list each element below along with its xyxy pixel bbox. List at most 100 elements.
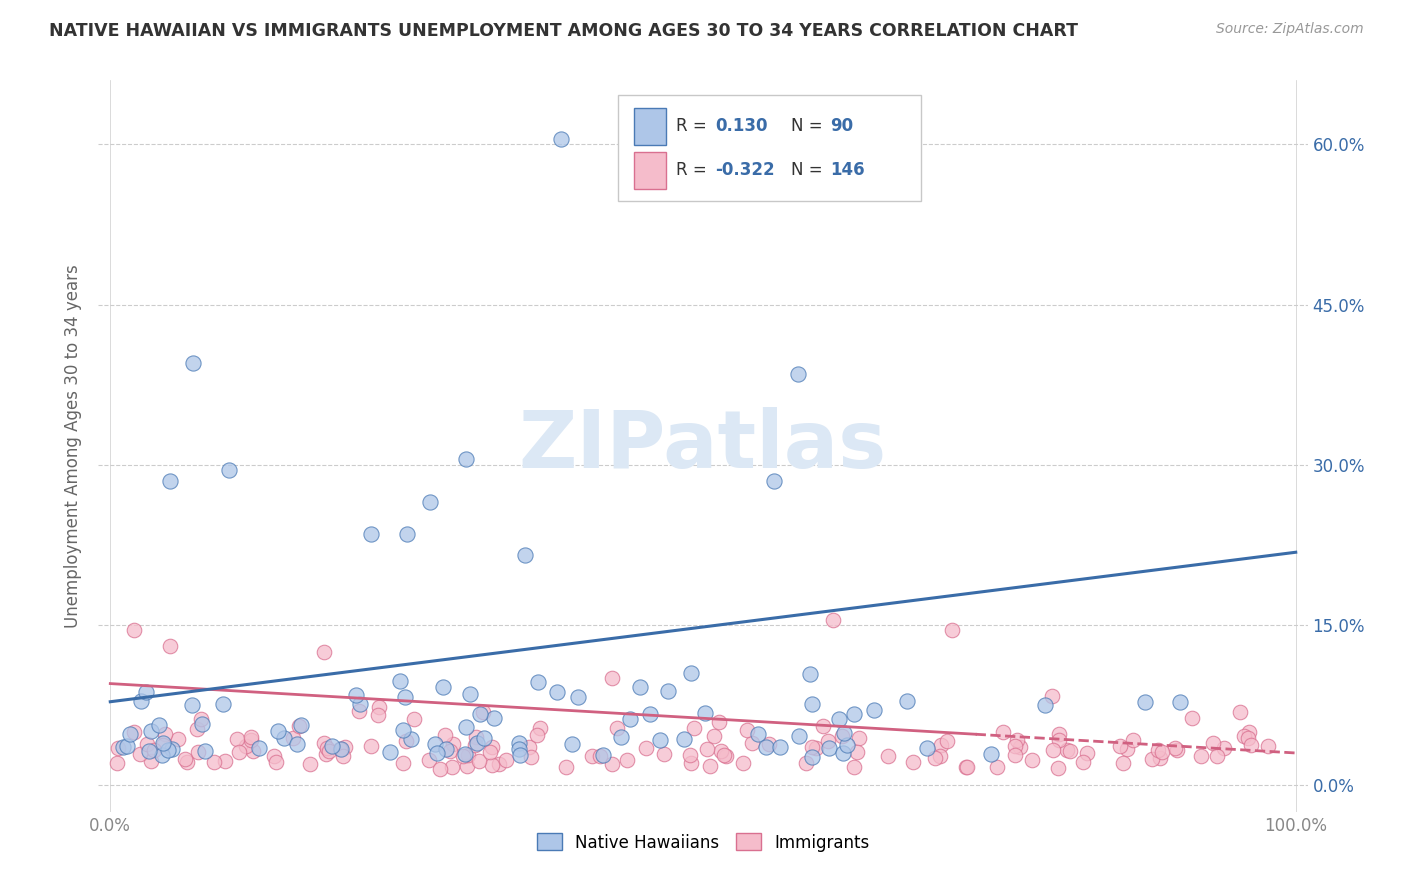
Point bbox=[520, 750, 543, 764]
Point bbox=[657, 684, 679, 698]
Point bbox=[991, 725, 1014, 739]
Point bbox=[329, 742, 352, 756]
Point bbox=[928, 749, 950, 764]
Point bbox=[1122, 733, 1144, 747]
Point bbox=[349, 704, 371, 718]
Point bbox=[312, 735, 335, 749]
Point bbox=[235, 739, 257, 753]
Point bbox=[425, 737, 447, 751]
Point bbox=[619, 712, 641, 726]
Point bbox=[434, 742, 457, 756]
Point bbox=[1071, 755, 1094, 769]
Point bbox=[733, 756, 755, 771]
Point bbox=[515, 549, 537, 563]
Text: Source: ZipAtlas.com: Source: ZipAtlas.com bbox=[1216, 22, 1364, 37]
Point bbox=[472, 705, 495, 719]
Point bbox=[495, 753, 517, 767]
Point bbox=[1109, 739, 1132, 754]
Point bbox=[465, 730, 488, 744]
Point bbox=[118, 727, 141, 741]
Point bbox=[834, 164, 856, 178]
Point bbox=[1042, 743, 1064, 757]
Point bbox=[139, 723, 162, 738]
Point bbox=[418, 753, 440, 767]
Point bbox=[1146, 742, 1168, 756]
Point bbox=[454, 452, 477, 467]
Point bbox=[848, 731, 870, 746]
Point bbox=[1240, 738, 1263, 752]
Point bbox=[929, 738, 952, 752]
Point bbox=[714, 748, 737, 763]
Point bbox=[634, 741, 657, 756]
Point bbox=[703, 729, 725, 743]
Point bbox=[115, 739, 138, 753]
Point bbox=[823, 613, 845, 627]
Point bbox=[299, 757, 322, 772]
Point bbox=[616, 753, 638, 767]
Point bbox=[1040, 690, 1063, 704]
Point bbox=[212, 697, 235, 711]
Point bbox=[650, 732, 672, 747]
Point bbox=[804, 740, 827, 755]
Point bbox=[312, 644, 335, 658]
Point bbox=[941, 623, 963, 637]
Point bbox=[242, 744, 264, 758]
Point bbox=[610, 730, 633, 744]
Point bbox=[640, 706, 662, 721]
Point bbox=[464, 739, 486, 753]
Point bbox=[1232, 729, 1254, 743]
Point bbox=[1164, 741, 1187, 756]
Point bbox=[509, 747, 531, 762]
Point bbox=[769, 740, 792, 755]
Point bbox=[986, 760, 1008, 774]
Point bbox=[432, 680, 454, 694]
Point bbox=[1150, 745, 1173, 759]
Point bbox=[194, 744, 217, 758]
Text: R =: R = bbox=[676, 161, 713, 179]
Point bbox=[555, 760, 578, 774]
Point bbox=[581, 749, 603, 764]
Point bbox=[1205, 749, 1227, 764]
Point bbox=[844, 706, 866, 721]
Point bbox=[526, 728, 548, 742]
Point bbox=[122, 623, 145, 637]
Text: -0.322: -0.322 bbox=[716, 161, 775, 179]
Point bbox=[181, 698, 204, 712]
FancyBboxPatch shape bbox=[619, 95, 921, 201]
Point bbox=[1112, 756, 1135, 771]
Point bbox=[468, 754, 491, 768]
Point bbox=[153, 727, 176, 741]
Point bbox=[392, 756, 415, 770]
Point bbox=[214, 754, 236, 768]
Point bbox=[318, 744, 340, 758]
Point bbox=[682, 722, 704, 736]
Point bbox=[142, 743, 165, 757]
Point bbox=[1189, 749, 1212, 764]
Legend: Native Hawaiians, Immigrants: Native Hawaiians, Immigrants bbox=[530, 827, 876, 858]
Point bbox=[955, 760, 977, 774]
Point bbox=[283, 731, 305, 745]
Point bbox=[465, 736, 488, 750]
Point bbox=[247, 741, 270, 756]
Point bbox=[681, 665, 703, 680]
Point bbox=[129, 747, 152, 761]
Point bbox=[481, 740, 503, 755]
Point bbox=[419, 495, 441, 509]
Point bbox=[903, 756, 925, 770]
Point bbox=[176, 755, 198, 769]
Point bbox=[628, 680, 651, 694]
Point bbox=[395, 734, 418, 748]
Point bbox=[456, 759, 478, 773]
Point bbox=[1237, 724, 1260, 739]
Point bbox=[124, 724, 146, 739]
Point bbox=[863, 703, 886, 717]
Point bbox=[1004, 739, 1026, 754]
Point bbox=[1056, 743, 1078, 757]
Point bbox=[191, 716, 214, 731]
Point bbox=[546, 685, 568, 699]
Point bbox=[392, 723, 415, 738]
Point bbox=[453, 749, 475, 764]
Point bbox=[832, 746, 855, 760]
Point bbox=[508, 742, 530, 756]
Point bbox=[321, 739, 343, 753]
